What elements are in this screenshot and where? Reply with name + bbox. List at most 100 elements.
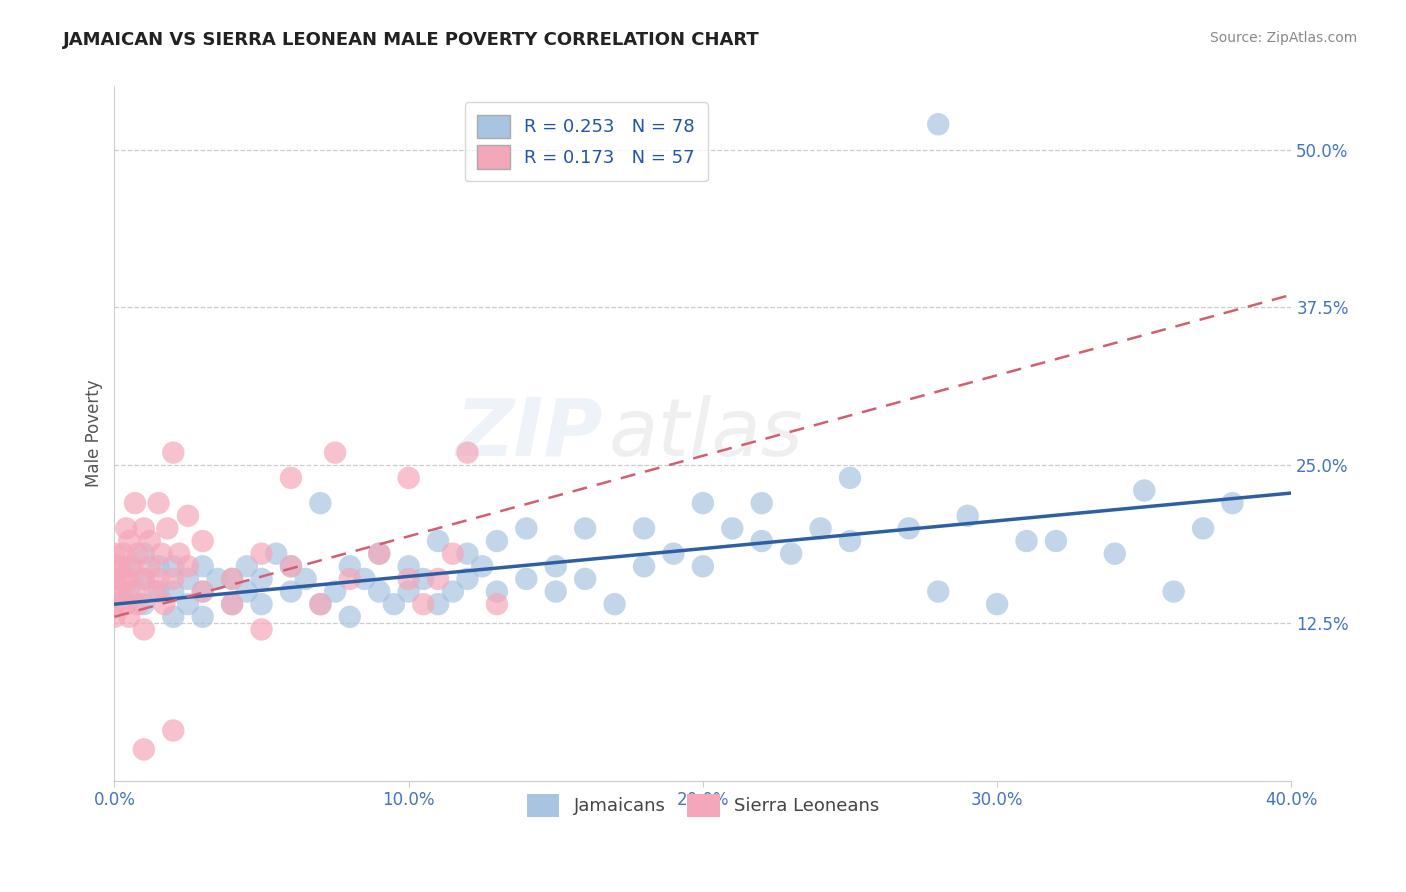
Point (148, 584, 170, 599)
Point (177, 508, 200, 523)
Point (309, 597, 332, 611)
Point (156, 521, 179, 535)
Point (110, 584, 132, 599)
Point (132, 521, 155, 535)
Legend: Jamaicans, Sierra Leoneans: Jamaicans, Sierra Leoneans (519, 787, 886, 824)
Point (456, 572, 478, 586)
Point (103, 572, 125, 586)
Point (145, 584, 167, 599)
Point (103, 584, 125, 599)
Text: Source: ZipAtlas.com: Source: ZipAtlas.com (1209, 31, 1357, 45)
Point (412, 572, 434, 586)
Point (721, 521, 744, 535)
Point (956, 508, 979, 523)
Point (124, 496, 146, 510)
Point (118, 534, 141, 549)
Point (280, 471, 302, 485)
Point (221, 572, 243, 586)
Point (986, 597, 1008, 611)
Point (368, 547, 391, 561)
Point (110, 559, 132, 574)
Point (112, 547, 135, 561)
Point (250, 547, 273, 561)
Point (191, 609, 214, 624)
Point (471, 559, 494, 574)
Point (162, 559, 184, 574)
Point (148, 572, 170, 586)
Point (323, 584, 346, 599)
Point (780, 547, 803, 561)
Point (309, 597, 332, 611)
Text: atlas: atlas (609, 394, 803, 473)
Point (264, 547, 287, 561)
Point (132, 597, 155, 611)
Point (427, 572, 450, 586)
Point (115, 521, 138, 535)
Point (162, 609, 184, 624)
Point (132, 742, 155, 756)
Point (1222, 496, 1244, 510)
Point (927, 117, 949, 131)
Point (544, 584, 567, 599)
Point (427, 534, 450, 549)
Point (294, 572, 316, 586)
Point (1133, 483, 1156, 498)
Point (103, 559, 125, 574)
Point (751, 534, 773, 549)
Point (162, 445, 184, 459)
Point (339, 559, 361, 574)
Point (339, 609, 361, 624)
Point (127, 547, 149, 561)
Point (574, 572, 596, 586)
Point (177, 572, 200, 586)
Point (398, 584, 420, 599)
Point (353, 572, 375, 586)
Point (132, 547, 155, 561)
Point (633, 521, 655, 535)
Point (118, 584, 141, 599)
Point (485, 597, 508, 611)
Point (1163, 584, 1185, 599)
Point (662, 547, 685, 561)
Point (138, 559, 160, 574)
Point (309, 496, 332, 510)
Point (191, 584, 214, 599)
Point (207, 572, 229, 586)
Point (221, 597, 243, 611)
Point (221, 597, 243, 611)
Point (250, 623, 273, 637)
Point (103, 572, 125, 586)
Point (150, 547, 173, 561)
Point (810, 521, 832, 535)
Point (103, 609, 125, 624)
Point (250, 572, 273, 586)
Point (177, 597, 200, 611)
Point (191, 559, 214, 574)
Point (574, 521, 596, 535)
Point (839, 471, 862, 485)
Point (692, 559, 714, 574)
Point (1045, 534, 1067, 549)
Point (515, 521, 537, 535)
Point (132, 572, 155, 586)
Point (339, 572, 361, 586)
Point (368, 547, 391, 561)
Point (177, 559, 200, 574)
Point (441, 584, 464, 599)
Point (927, 584, 949, 599)
Point (456, 445, 478, 459)
Point (115, 597, 138, 611)
Point (1104, 547, 1126, 561)
Point (1015, 534, 1038, 549)
Point (515, 572, 537, 586)
Point (441, 547, 464, 561)
Point (280, 559, 302, 574)
Point (412, 597, 434, 611)
Point (250, 597, 273, 611)
Point (236, 584, 259, 599)
Point (148, 496, 170, 510)
Point (121, 559, 143, 574)
Point (368, 584, 391, 599)
Point (398, 471, 420, 485)
Point (132, 623, 155, 637)
